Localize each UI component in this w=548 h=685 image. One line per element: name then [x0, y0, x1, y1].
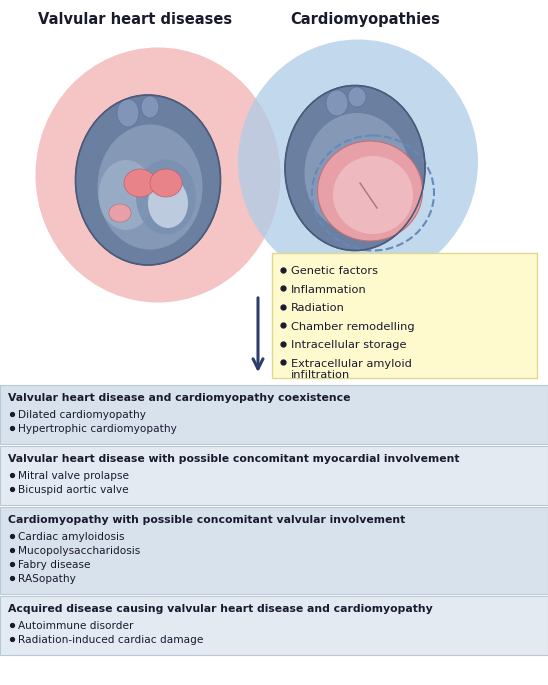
Ellipse shape — [124, 169, 156, 197]
Ellipse shape — [136, 160, 196, 234]
Ellipse shape — [348, 87, 366, 107]
Text: Cardiomyopathy with possible concomitant valvular involvement: Cardiomyopathy with possible concomitant… — [8, 515, 406, 525]
Ellipse shape — [326, 90, 348, 116]
Ellipse shape — [285, 86, 425, 251]
Text: Cardiomyopathies: Cardiomyopathies — [290, 12, 440, 27]
Text: Chamber remodelling: Chamber remodelling — [291, 321, 415, 332]
Text: Autoimmune disorder: Autoimmune disorder — [18, 621, 133, 631]
Text: Acquired disease causing valvular heart disease and cardiomyopathy: Acquired disease causing valvular heart … — [8, 604, 433, 614]
Ellipse shape — [333, 156, 413, 234]
Text: Genetic factors: Genetic factors — [291, 266, 378, 276]
Ellipse shape — [238, 40, 478, 284]
Text: Valvular heart disease with possible concomitant myocardial involvement: Valvular heart disease with possible con… — [8, 454, 460, 464]
Ellipse shape — [117, 99, 139, 127]
FancyBboxPatch shape — [0, 507, 548, 594]
Text: Dilated cardiomyopathy: Dilated cardiomyopathy — [18, 410, 146, 420]
Text: Mitral valve prolapse: Mitral valve prolapse — [18, 471, 129, 481]
Text: Extracellular amyloid
infiltration: Extracellular amyloid infiltration — [291, 358, 412, 380]
FancyBboxPatch shape — [272, 253, 537, 378]
Ellipse shape — [150, 169, 182, 197]
Text: Radiation: Radiation — [291, 303, 345, 313]
FancyBboxPatch shape — [0, 596, 548, 655]
Ellipse shape — [99, 160, 153, 230]
Ellipse shape — [305, 113, 409, 233]
Text: Valvular heart disease and cardiomyopathy coexistence: Valvular heart disease and cardiomyopath… — [8, 393, 351, 403]
Ellipse shape — [148, 178, 188, 228]
Text: Fabry disease: Fabry disease — [18, 560, 90, 570]
Text: Inflammation: Inflammation — [291, 284, 367, 295]
Text: Cardiac amyloidosis: Cardiac amyloidosis — [18, 532, 124, 542]
Ellipse shape — [98, 125, 203, 249]
Text: Hypertrophic cardiomyopathy: Hypertrophic cardiomyopathy — [18, 424, 177, 434]
Text: Valvular heart diseases: Valvular heart diseases — [38, 12, 232, 27]
Ellipse shape — [317, 141, 423, 241]
Text: Radiation-induced cardiac damage: Radiation-induced cardiac damage — [18, 635, 203, 645]
Text: Bicuspid aortic valve: Bicuspid aortic valve — [18, 485, 129, 495]
Ellipse shape — [141, 96, 159, 118]
Text: RASopathy: RASopathy — [18, 574, 76, 584]
Ellipse shape — [76, 95, 220, 265]
Ellipse shape — [109, 204, 131, 222]
Text: Mucopolysaccharidosis: Mucopolysaccharidosis — [18, 546, 140, 556]
FancyBboxPatch shape — [0, 446, 548, 505]
FancyBboxPatch shape — [0, 385, 548, 444]
Ellipse shape — [36, 47, 281, 303]
Text: Intracellular storage: Intracellular storage — [291, 340, 407, 350]
